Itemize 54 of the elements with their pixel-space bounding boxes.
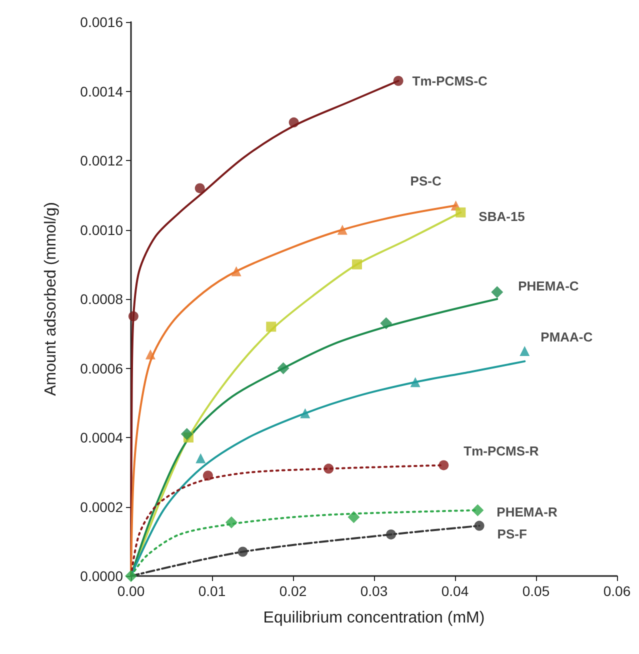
y-tick-label: 0.0010	[80, 222, 124, 238]
point	[180, 428, 193, 440]
point	[288, 117, 299, 128]
point	[145, 349, 156, 360]
x-axis-title: Equilibrium concentration (mM)	[263, 610, 485, 626]
y-tick-label: 0.0012	[80, 152, 124, 168]
series-label: PMAA-C	[540, 329, 594, 344]
point	[202, 470, 213, 481]
point	[238, 546, 248, 557]
y-tick-label: 0.0016	[80, 14, 124, 30]
x-tick-label: 0.05	[522, 583, 550, 599]
point	[128, 311, 138, 322]
point	[491, 286, 504, 298]
point	[300, 408, 310, 418]
point	[472, 504, 484, 516]
y-tick-label: 0.0014	[80, 83, 124, 100]
point	[410, 377, 420, 388]
series-label: PHEMA-C	[518, 278, 580, 294]
y-tick-label: 0.0002	[80, 498, 124, 515]
point	[352, 259, 362, 270]
point	[194, 183, 205, 194]
point	[386, 529, 396, 540]
point	[231, 266, 242, 276]
point	[348, 511, 360, 524]
point	[456, 207, 466, 218]
y-tick-label: 0.0000	[80, 568, 124, 584]
point	[125, 570, 137, 582]
y-tick-label: 0.0008	[80, 291, 124, 307]
point	[438, 460, 449, 470]
series-label: SBA-15	[478, 208, 525, 224]
series-label: PS-F	[497, 526, 527, 542]
point	[337, 224, 348, 235]
x-tick-label: 0.02	[279, 583, 307, 599]
series-label: PS-C	[410, 174, 442, 189]
point	[474, 520, 484, 531]
y-axis-title: Amount adsorbed (mmol/g)	[42, 202, 60, 396]
series-label: Tm-PCMS-R	[464, 444, 540, 459]
point	[266, 322, 276, 332]
point	[393, 76, 404, 86]
point	[380, 317, 392, 330]
x-tick-label: 0.03	[360, 583, 388, 599]
x-tick-label: 0.04	[441, 583, 469, 599]
series-label: Tm-PCMS-C	[412, 73, 488, 88]
x-tick-label: 0.01	[198, 583, 226, 599]
y-tick-label: 0.0006	[80, 360, 124, 376]
point	[225, 516, 238, 528]
x-tick-label: 0.00	[117, 583, 145, 599]
x-tick-label: 0.06	[603, 583, 631, 599]
y-tick-label: 0.0004	[80, 430, 124, 446]
point	[324, 464, 334, 474]
point	[277, 362, 290, 374]
series-label: PHEMA-R	[496, 504, 558, 520]
point	[520, 346, 530, 356]
point	[196, 453, 206, 464]
